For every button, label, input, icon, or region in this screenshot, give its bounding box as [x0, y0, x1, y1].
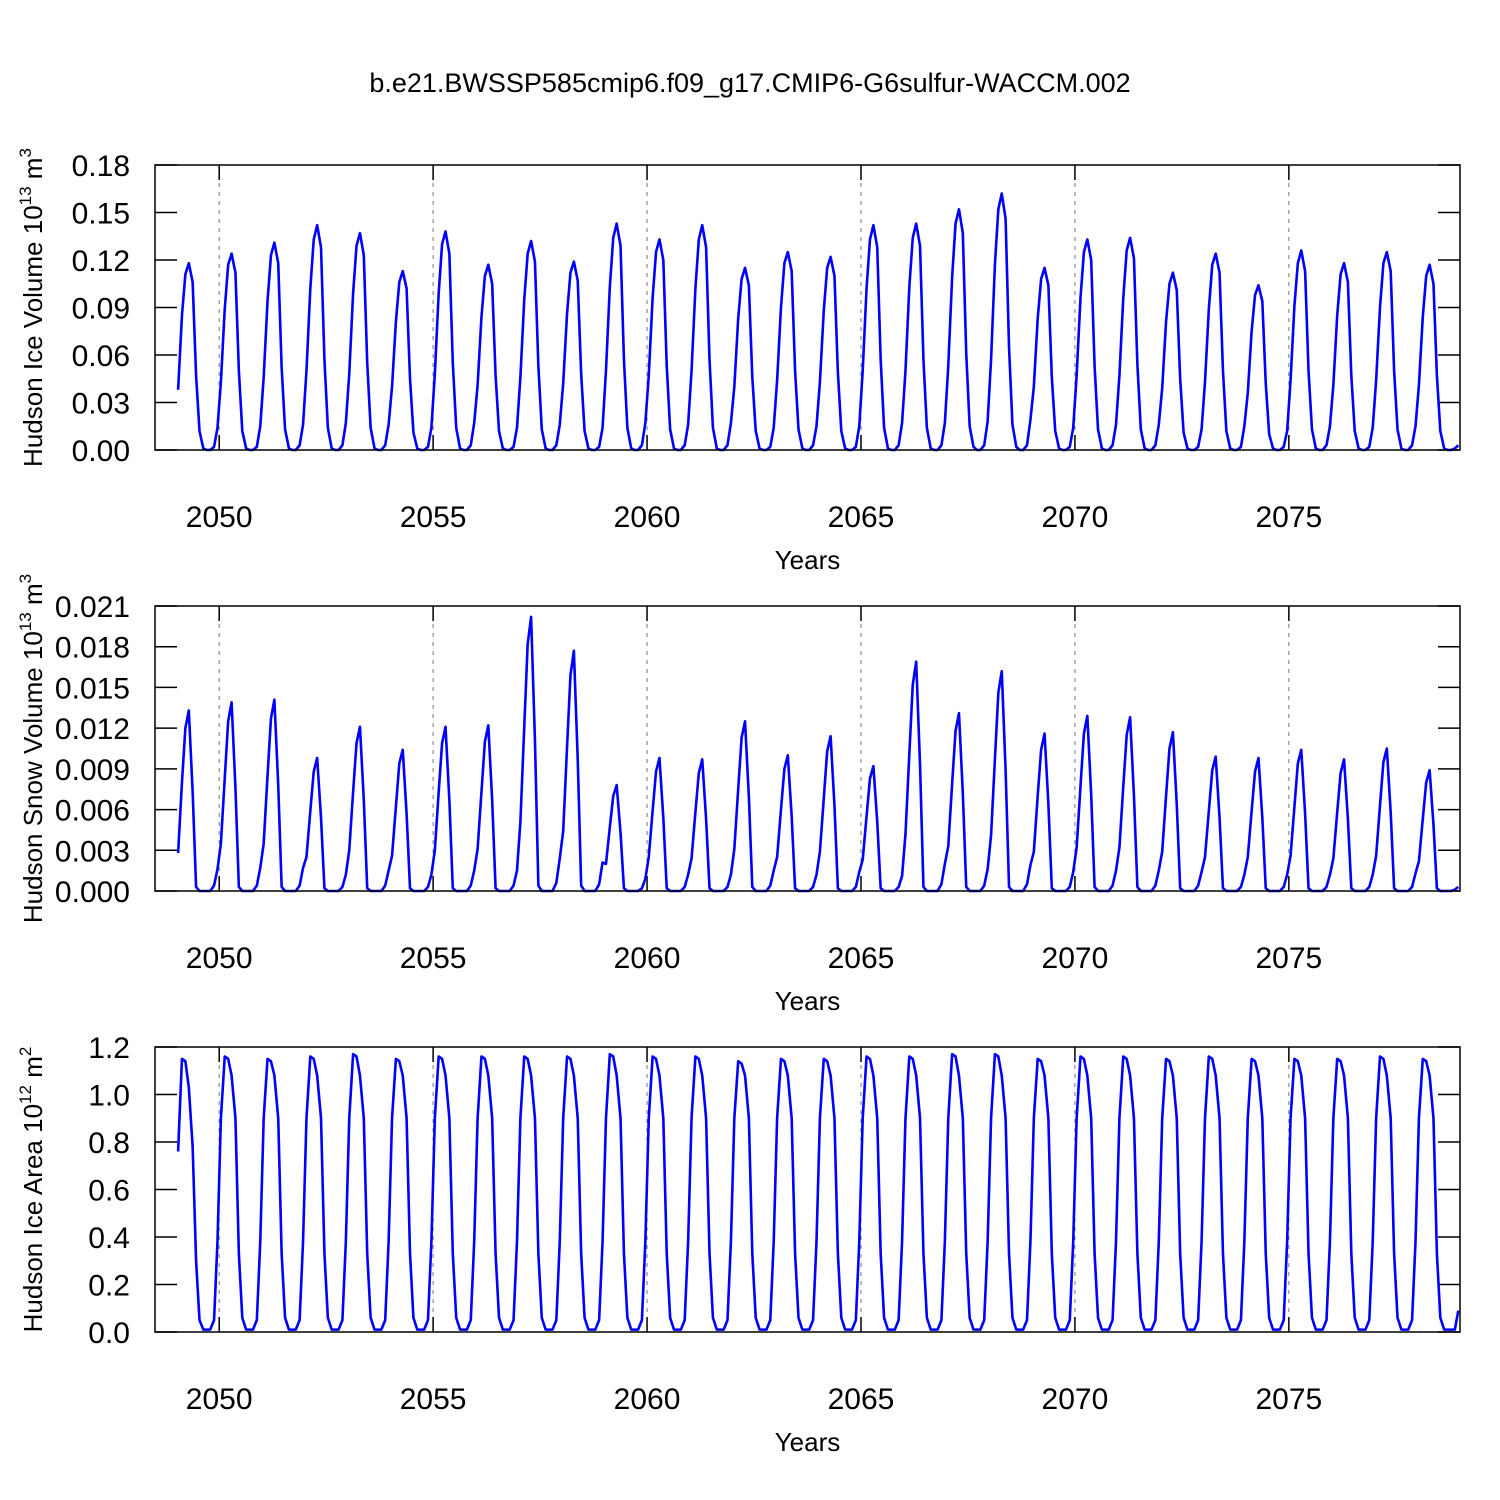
- y-tick-label: 0.6: [88, 1175, 130, 1208]
- figure-title: b.e21.BWSSP585cmip6.f09_g17.CMIP6-G6sulf…: [369, 68, 1130, 98]
- y-tick-label: 0.009: [55, 754, 130, 787]
- y-tick-label: 0.4: [88, 1222, 130, 1255]
- x-axis-label: Years: [775, 986, 841, 1016]
- y-tick-label: 0.021: [55, 591, 130, 624]
- x-tick-label: 2050: [186, 942, 253, 975]
- y-axis-label-exponent: 13: [16, 612, 35, 631]
- y-axis-label-unit: m: [18, 1056, 48, 1078]
- x-tick-label: 2050: [186, 501, 253, 534]
- plot-frame: [154, 605, 1461, 892]
- plot-frame: [154, 164, 1461, 451]
- x-tick-label: 2055: [400, 501, 467, 534]
- x-tick-label: 2055: [400, 1383, 467, 1416]
- x-tick-label: 2065: [828, 942, 895, 975]
- y-axis-label: Hudson Snow Volume 1013 m3: [16, 574, 48, 923]
- y-tick-label: 0.012: [55, 713, 130, 746]
- y-tick-label: 1.2: [88, 1032, 130, 1065]
- y-axis-label-exponent: 12: [16, 1085, 35, 1104]
- y-axis-label: Hudson Ice Area 1012 m2: [16, 1047, 48, 1333]
- x-tick-label: 2075: [1255, 1383, 1322, 1416]
- y-axis-label: Hudson Ice Volume 1013 m3: [16, 148, 48, 467]
- y-axis-label-text: Hudson Snow Volume 10: [18, 631, 48, 923]
- y-axis-label-exponent: 13: [16, 186, 35, 205]
- y-tick-label: 0.00: [72, 435, 130, 468]
- x-tick-label: 2055: [400, 942, 467, 975]
- x-tick-label: 2070: [1042, 1383, 1109, 1416]
- panel: 2050 2055 2060 2065 2070 2075 0.0 0.2 0.4 0.6 0.8 1…: [16, 1032, 1461, 1457]
- y-tick-label: 0.018: [55, 632, 130, 665]
- y-axis-label-unit-exponent: 3: [16, 574, 35, 583]
- y-tick-label: 0.006: [55, 795, 130, 828]
- y-axis-label-unit: m: [18, 158, 48, 180]
- y-axis-label-space: [18, 605, 48, 612]
- y-tick-label: 0.0: [88, 1317, 130, 1350]
- plot-frame: [154, 1046, 1461, 1333]
- y-tick-label: 0.2: [88, 1270, 130, 1303]
- data-line: [176, 192, 1460, 452]
- y-tick-label: 0.015: [55, 672, 130, 705]
- y-axis-label-space: [18, 179, 48, 186]
- y-tick-label: 0.000: [55, 876, 130, 909]
- x-axis-label: Years: [775, 1427, 841, 1457]
- y-tick-label: 0.12: [72, 245, 130, 278]
- y-tick-label: 0.06: [72, 340, 130, 373]
- x-tick-label: 2070: [1042, 501, 1109, 534]
- y-axis-label-unit-exponent: 2: [16, 1047, 35, 1056]
- y-axis-label-space: [18, 1078, 48, 1085]
- panel: 2050 2055 2060 2065 2070 2075 0.000 0.003 0.006 0…: [16, 574, 1461, 1016]
- x-tick-label: 2065: [828, 1383, 895, 1416]
- y-tick-label: 0.03: [72, 388, 130, 421]
- y-axis-label-text: Hudson Ice Area 10: [18, 1104, 48, 1332]
- y-axis-label-text: Hudson Ice Volume 10: [18, 205, 48, 467]
- y-axis-label-unit: m: [18, 583, 48, 605]
- y-tick-label: 0.09: [72, 293, 130, 326]
- y-tick-label: 0.18: [72, 150, 130, 183]
- data-line: [176, 1052, 1460, 1331]
- x-tick-label: 2060: [614, 1383, 681, 1416]
- y-tick-label: 1.0: [88, 1080, 130, 1113]
- x-axis-label: Years: [775, 545, 841, 575]
- panel: 2050 2055 2060 2065 2070 2075 0.00 0.03 0.06 0.09…: [16, 148, 1461, 575]
- y-tick-label: 0.8: [88, 1127, 130, 1160]
- x-tick-label: 2060: [614, 942, 681, 975]
- x-tick-label: 2070: [1042, 942, 1109, 975]
- x-tick-label: 2060: [614, 501, 681, 534]
- x-tick-label: 2050: [186, 1383, 253, 1416]
- x-tick-label: 2075: [1255, 501, 1322, 534]
- x-tick-label: 2075: [1255, 942, 1322, 975]
- y-axis-label-unit-exponent: 3: [16, 148, 35, 157]
- data-line: [176, 615, 1460, 893]
- y-tick-label: 0.003: [55, 835, 130, 868]
- x-tick-label: 2065: [828, 501, 895, 534]
- y-tick-label: 0.15: [72, 198, 130, 231]
